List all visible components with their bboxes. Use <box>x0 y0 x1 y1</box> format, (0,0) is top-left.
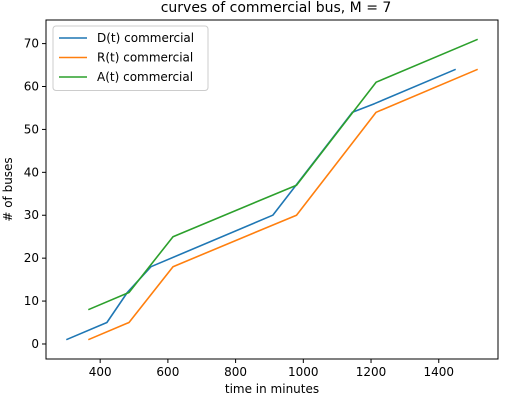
legend: D(t) commercial R(t) commercial A(t) comme… <box>52 25 209 91</box>
axes-frame <box>45 19 499 360</box>
axis-ticks: 400 600 800 1000 1200 1400 0 10 20 30 40 50 60 70 <box>24 37 454 379</box>
legend-box <box>52 25 209 91</box>
x-tick-label: 1200 <box>356 365 387 379</box>
legend-label-3: A(t) commercial <box>97 70 193 84</box>
y-tick-label: 70 <box>24 37 39 51</box>
chart-title: curves of commercial bus, M = 7 <box>161 0 392 16</box>
series-line-3 <box>87 38 479 311</box>
y-axis-label: # of buses <box>1 157 15 221</box>
y-tick-label: 50 <box>24 122 39 136</box>
y-tick-label: 30 <box>24 208 39 222</box>
x-tick-label: 600 <box>156 365 179 379</box>
x-tick-label: 800 <box>224 365 247 379</box>
x-axis-label: time in minutes <box>225 382 319 396</box>
x-tick-label: 1400 <box>423 365 454 379</box>
y-tick-label: 0 <box>31 337 39 351</box>
series-line-1 <box>65 68 457 341</box>
legend-label-1: D(t) commercial <box>97 31 194 45</box>
y-tick-label: 20 <box>24 251 39 265</box>
y-tick-label: 40 <box>24 165 39 179</box>
x-tick-label: 400 <box>89 365 112 379</box>
y-tick-label: 10 <box>24 294 39 308</box>
plot-area <box>65 38 479 341</box>
y-tick-label: 60 <box>24 80 39 94</box>
series-line-2 <box>87 68 479 341</box>
x-tick-label: 1000 <box>288 365 319 379</box>
legend-label-2: R(t) commercial <box>97 51 193 65</box>
